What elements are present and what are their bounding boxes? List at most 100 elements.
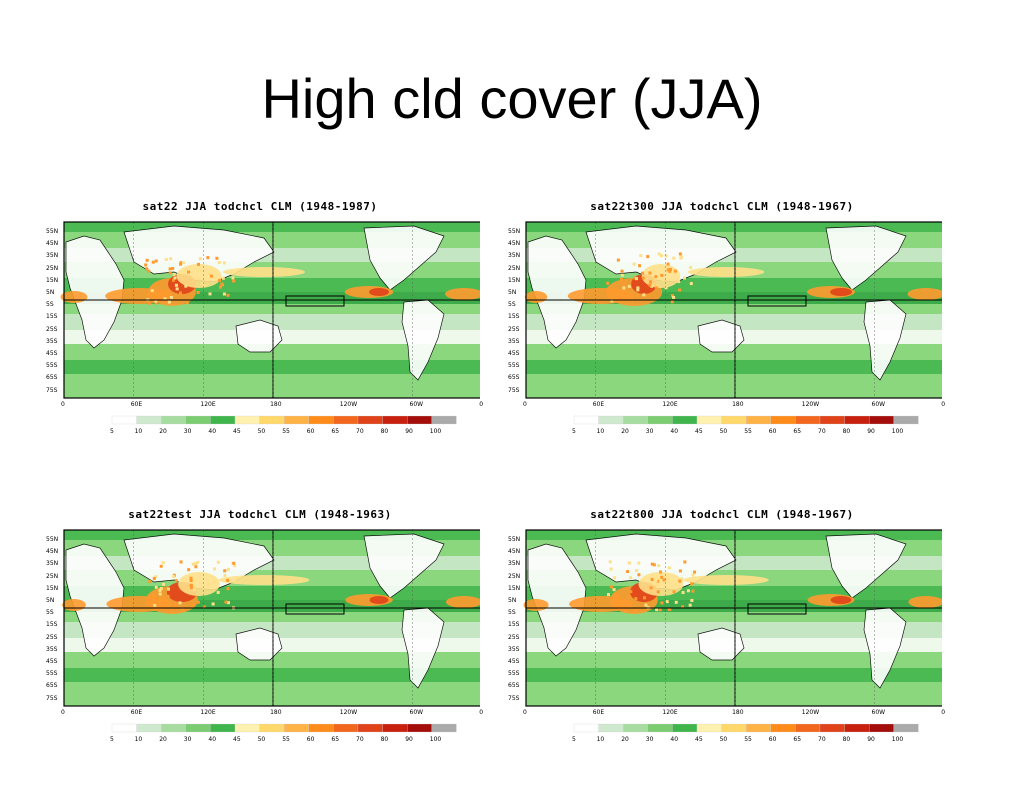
longitude-tick-label: 180 [732,401,744,408]
latitude-tick-label: 45S [46,350,58,357]
colorbar-label: 65 [331,428,340,435]
latitude-tick-label: 45S [508,658,520,665]
latitude-tick-label: 35S [508,645,520,653]
latitude-tick-label: 55N [46,228,59,235]
latitude-tick-label: 25S [508,633,520,641]
latitude-tick-label: 5S [46,301,54,309]
colorbar-label: 80 [380,736,389,743]
latitude-tick-label: 75S [46,694,58,702]
colorbar-label: 65 [793,428,802,435]
latitude-tick-label: 15S [46,621,58,629]
latitude-tick-label: 5S [508,609,516,617]
latitude-tick-label: 15S [508,621,520,629]
latitude-tick-label: 5N [46,289,55,296]
colorbar-label: 100 [429,428,442,435]
colorbar-label: 65 [793,736,802,743]
latitude-tick-label: 65S [508,682,520,690]
colorbar-label: 100 [429,736,442,743]
latitude-tick-label: 45S [46,658,58,665]
longitude-tick-label: 60W [409,709,424,716]
colorbar-label: 10 [134,736,143,743]
cloud-cover-map [60,221,480,425]
latitude-tick-label: 5N [508,597,517,604]
colorbar-label: 5 [110,736,114,743]
colorbar-label: 10 [134,428,143,435]
colorbar-label: 60 [306,736,315,743]
colorbar-label: 55 [744,428,752,435]
latitude-tick-label: 15N [508,584,521,592]
latitude-tick-label: 75S [508,694,520,702]
latitude-tick-label: 35N [508,252,521,260]
latitude-tick-label: 25S [46,325,58,333]
colorbar-label: 40 [208,428,217,435]
colorbar-label: 80 [842,736,851,743]
latitude-tick-label: 25S [46,633,58,641]
cloud-cover-map [62,529,480,733]
latitude-tick-label: 35S [46,337,58,345]
latitude-tick-label: 25N [46,572,59,580]
colorbar-label: 20 [621,736,629,743]
colorbar-label: 55 [744,736,752,743]
longitude-tick-label: 0 [479,709,484,716]
longitude-tick-label: 180 [270,401,282,408]
latitude-tick-label: 15N [46,584,59,592]
colorbar-label: 55 [282,736,290,743]
longitude-tick-label: 180 [732,709,744,716]
colorbar-label: 40 [670,428,679,435]
longitude-tick-label: 120W [339,709,358,716]
colorbar-label: 5 [572,428,576,435]
colorbar-label: 30 [183,736,192,743]
colorbar-label: 60 [768,428,777,435]
colorbar-label: 50 [719,736,728,743]
colorbar-label: 5 [110,428,114,435]
map-panel-sat22test: sat22test JJA todchcl CLM (1948-1963) 55… [40,508,484,808]
colorbar-label: 20 [159,428,167,435]
longitude-tick-label: 120E [200,709,216,716]
map-panel-sat22t800: sat22t800 JJA todchcl CLM (1948-1967) 55… [502,508,945,808]
latitude-tick-label: 25S [508,325,520,333]
panel-title: sat22t800 JJA todchcl CLM (1948-1967) [590,508,854,521]
map-panel-sat22: sat22 JJA todchcl CLM (1948-1987) 55N 45N… [40,200,483,500]
latitude-tick-label: 25N [508,572,521,580]
colorbar [573,415,919,425]
latitude-tick-label: 35S [508,337,520,345]
latitude-tick-label: 15S [46,313,58,321]
latitude-tick-label: 45N [46,240,59,248]
colorbar-label: 20 [621,428,629,435]
latitude-tick-label: 35N [46,252,59,260]
latitude-tick-label: 55N [508,536,521,543]
longitude-tick-label: 120E [200,401,216,408]
longitude-tick-label: 60W [871,401,886,408]
latitude-tick-label: 35S [46,645,58,653]
colorbar-label: 70 [356,736,364,743]
longitude-tick-label: 120W [801,401,820,408]
longitude-tick-label: 60W [871,709,886,716]
longitude-tick-label: 0 [523,709,527,716]
latitude-tick-label: 55N [46,536,59,543]
colorbar-label: 60 [306,428,315,435]
longitude-tick-label: 60E [130,401,143,408]
colorbar-label: 80 [380,428,389,435]
colorbar [111,723,457,733]
colorbar-label: 20 [159,736,167,743]
longitude-tick-label: 120W [339,401,358,408]
colorbar-label: 90 [405,428,413,435]
colorbar-label: 40 [208,736,217,743]
colorbar-label: 90 [867,736,875,743]
colorbar-label: 100 [891,428,904,435]
latitude-tick-label: 65S [46,682,58,690]
colorbar-label: 30 [645,736,654,743]
latitude-tick-label: 5S [46,609,54,617]
colorbar-label: 50 [257,736,266,743]
latitude-tick-label: 5N [46,597,55,604]
longitude-tick-label: 180 [270,709,282,716]
colorbar-label: 45 [233,428,241,435]
cloud-cover-map [524,221,942,425]
colorbar-label: 50 [719,428,728,435]
colorbar-label: 10 [596,736,605,743]
latitude-tick-label: 25N [46,264,59,272]
longitude-tick-label: 0 [523,401,527,408]
colorbar [573,723,919,733]
latitude-tick-label: 5S [508,301,516,309]
longitude-tick-label: 60W [409,401,424,408]
